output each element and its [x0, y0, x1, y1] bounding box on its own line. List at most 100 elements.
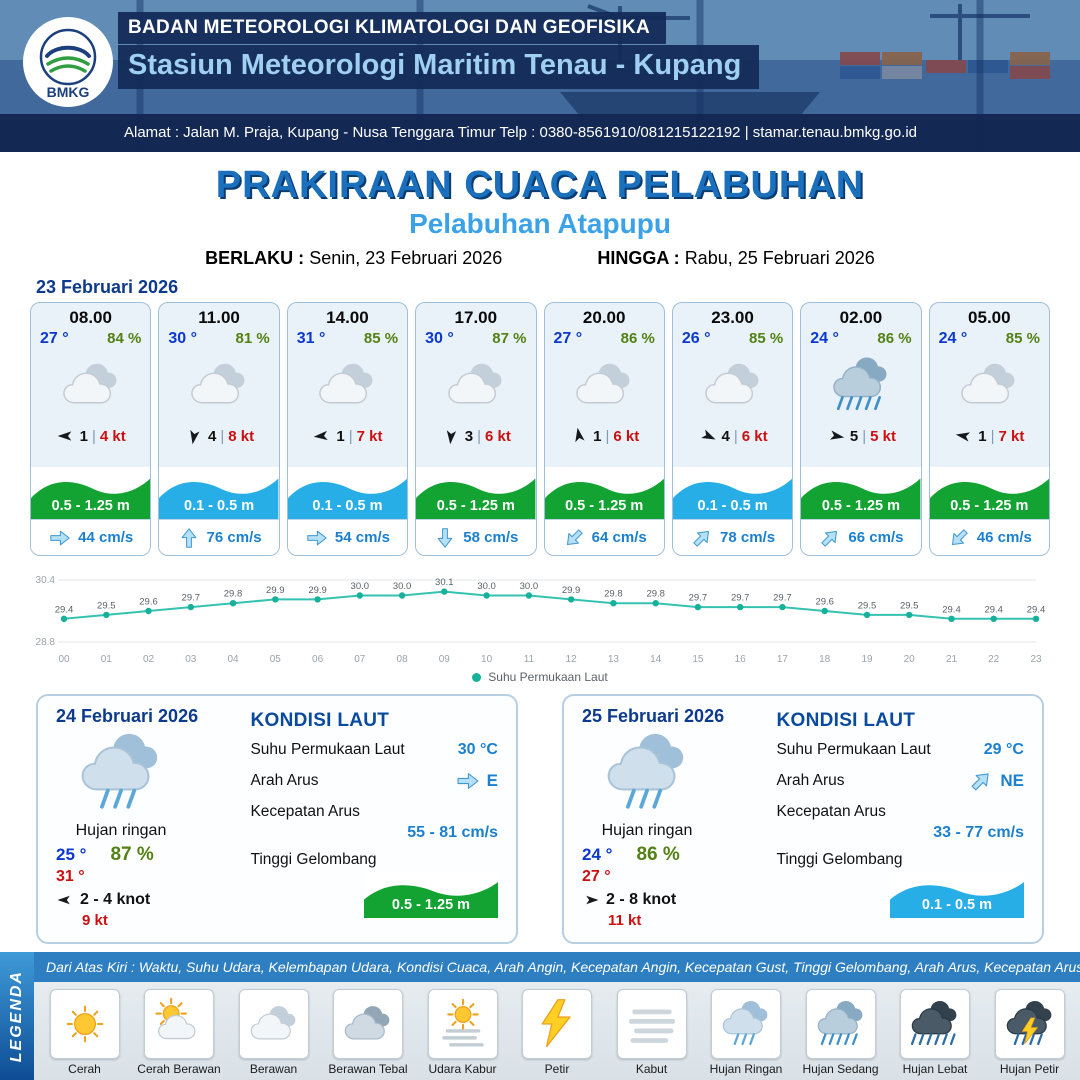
current-speed: 46 cm/s: [976, 529, 1032, 546]
air-temp: 24 °: [938, 330, 968, 347]
berawan-icon: [62, 363, 117, 404]
svg-text:08: 08: [397, 654, 409, 664]
legend-item-label: Cerah: [68, 1062, 101, 1076]
current-row: 78 cm/s: [672, 519, 793, 555]
weather-icon-wrap: [31, 348, 150, 422]
forecast-card: 14.00 31 ° 85 % 1 | 7 kt 0.1 - 0.5 m 54 …: [286, 302, 409, 556]
wave-height-badge: 0.1 - 0.5 m: [159, 467, 279, 519]
sea-conditions: KONDISI LAUT Suhu Permukaan Laut 30 °C A…: [250, 706, 498, 932]
humidity: 86 %: [877, 330, 912, 347]
cerah-icon: [66, 1005, 103, 1043]
divider: |: [862, 427, 867, 445]
wind-row: 2 - 8 knot: [582, 891, 776, 909]
sst-line-chart: 30.4 28.8 29.4 00 29.5 01 29.6 02 29.7 03 29.8 04 29…: [36, 575, 1046, 665]
svg-text:16: 16: [735, 654, 747, 664]
wind-direction-arrow-icon: [190, 429, 200, 445]
wind-direction-arrow-icon: [446, 430, 456, 445]
wave-icon: [672, 478, 793, 519]
berawan-icon: [704, 363, 759, 404]
wave-height-badge: 0.1 - 0.5 m: [287, 467, 408, 519]
wave-icon: [31, 478, 151, 519]
forecast-time: 23.00: [711, 308, 754, 327]
forecast-date: 23 Februari 2026: [36, 277, 179, 297]
svg-text:20: 20: [904, 654, 916, 664]
berawan-icon: [319, 363, 373, 404]
wind-direction-arrow-icon: [956, 432, 971, 442]
svg-text:29.5: 29.5: [900, 600, 919, 611]
legend-icon-box: [711, 989, 781, 1059]
air-temp: 31 °: [296, 330, 326, 347]
svg-text:05: 05: [270, 654, 282, 664]
air-temp: 27 °: [40, 330, 69, 347]
legend-item: Kabut: [608, 989, 696, 1076]
weather-condition: Hujan ringan: [601, 822, 693, 839]
day-summary-card: 24 Februari 2026 Hujan ringan 25 ° 87 % …: [36, 694, 518, 944]
wind-row: 5 | 5 kt: [801, 422, 920, 450]
svg-text:29.6: 29.6: [139, 597, 158, 608]
temp-humidity-row: 24 ° 86 %: [801, 328, 920, 348]
humidity: 81 %: [235, 330, 270, 347]
forecast-time: 02.00: [839, 308, 883, 327]
svg-text:29.4: 29.4: [55, 604, 74, 615]
legend-item-label: Hujan Petir: [999, 1062, 1060, 1076]
humidity: 86 %: [620, 330, 655, 347]
sst-chart: 30.4 28.8 29.4 00 29.5 01 29.6 02 29.7 03 29.8 04 29…: [30, 564, 1050, 684]
hujan-ringan-icon: [81, 733, 158, 809]
hujan-petir-icon: [1006, 1000, 1051, 1046]
legend-icon-box: [238, 989, 309, 1059]
legend-item-label: Cerah Berawan: [137, 1062, 221, 1076]
legend-item: Hujan Ringan: [702, 989, 790, 1076]
wave-height-value: 0.5 - 1.25 m: [565, 498, 644, 514]
hujan-sedang-icon: [833, 357, 887, 411]
legend-item: Udara Kabur: [419, 989, 507, 1076]
forecast-time: 11.00: [198, 308, 240, 327]
current-speed-label: Kecepatan Arus: [250, 803, 360, 820]
divider: |: [605, 427, 610, 445]
legend-item: Hujan Sedang: [797, 989, 885, 1076]
wave-icon: [416, 478, 536, 519]
temp-humidity-row: 27 ° 86 %: [545, 328, 664, 348]
temp-humidity-row: 27 ° 84 %: [31, 328, 150, 348]
wave-icon: [889, 882, 1024, 918]
svg-text:04: 04: [227, 654, 239, 664]
legend-icon-box: [333, 989, 403, 1059]
sst-row: Suhu Permukaan Laut 29 °C: [776, 741, 1024, 759]
svg-text:29.7: 29.7: [689, 593, 708, 604]
wind-range: 2 - 8 knot: [606, 891, 677, 908]
svg-text:30.0: 30.0: [351, 581, 370, 592]
berawan-tebal-icon: [344, 1006, 390, 1040]
svg-text:29.4: 29.4: [984, 604, 1003, 615]
legend-icon-box: [805, 989, 876, 1059]
forecast-time: 20.00: [582, 308, 626, 327]
forecast-card: 02.00 24 ° 86 % 5 | 5 kt 0.5 - 1.25 m 66…: [800, 302, 922, 556]
svg-text:30.0: 30.0: [393, 581, 412, 592]
legend-item-label: Berawan Tebal: [328, 1062, 408, 1076]
wind-speed: 1: [593, 427, 602, 445]
svg-text:28.8: 28.8: [36, 637, 56, 648]
svg-text:30.1: 30.1: [435, 577, 454, 588]
wind-direction-arrow-icon: [700, 429, 716, 440]
weather-icon-wrap: [801, 348, 920, 422]
sst-value: 29 °C: [983, 741, 1024, 758]
wind-direction-arrow-icon: [314, 430, 329, 441]
valid-from-value: Senin, 23 Februari 2026: [309, 248, 503, 268]
current-direction-arrow-icon: [307, 530, 327, 545]
svg-text:29.5: 29.5: [97, 600, 116, 611]
svg-text:29.4: 29.4: [1027, 604, 1046, 615]
divider: |: [348, 427, 353, 445]
forecast-time: 05.00: [968, 308, 1011, 327]
temp-humidity-row: 26 ° 85 %: [673, 328, 792, 348]
legend-item-label: Kabut: [635, 1062, 668, 1076]
gust-speed: 6 kt: [613, 427, 640, 445]
gust-speed: 4 kt: [99, 427, 126, 445]
gust-speed: 5 kt: [870, 427, 896, 445]
hujan-lebat-icon: [910, 1000, 957, 1046]
wave-height-badge: 0.5 - 1.25 m: [416, 467, 536, 519]
svg-text:09: 09: [439, 654, 451, 664]
svg-text:30.0: 30.0: [520, 581, 539, 592]
divider: |: [477, 427, 481, 445]
current-speed-row: Kecepatan Arus: [776, 803, 1024, 821]
wave-icon: [363, 882, 498, 918]
weather-icon-wrap: [288, 348, 407, 422]
legend-item-label: Berawan: [249, 1062, 298, 1076]
